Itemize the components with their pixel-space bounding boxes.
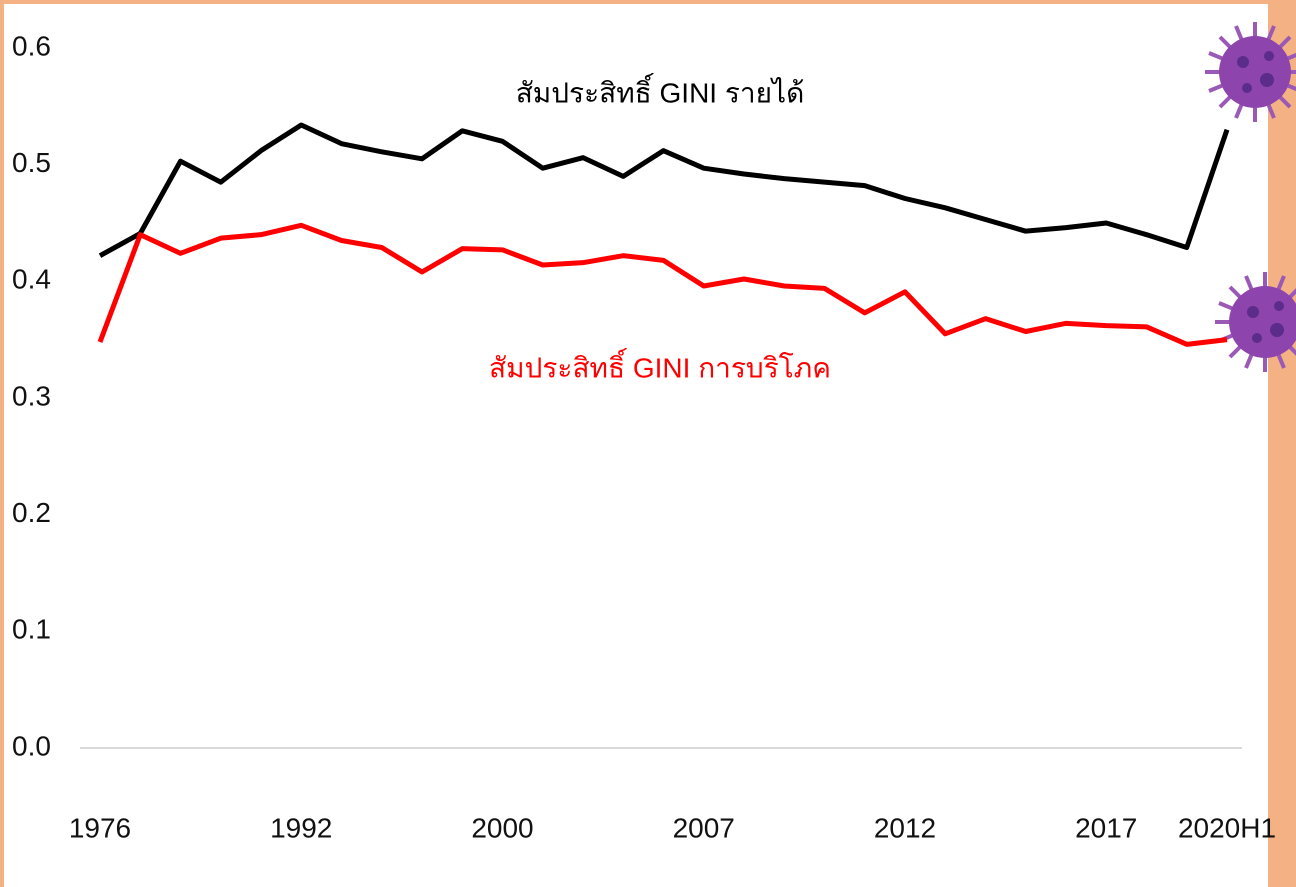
x-tick-label: 2000 bbox=[471, 812, 533, 843]
x-tick-label: 1992 bbox=[270, 812, 332, 843]
y-tick-label: 0.4 bbox=[12, 264, 51, 295]
y-tick-label: 0.5 bbox=[12, 147, 51, 178]
line-series bbox=[97, 222, 1228, 347]
line-series bbox=[98, 122, 1230, 258]
x-tick-label: 1976 bbox=[69, 812, 131, 843]
y-tick-label: 0.6 bbox=[12, 30, 51, 61]
y-tick-label: 0.2 bbox=[12, 497, 51, 528]
series-label: สัมประสิทธิ์ GINI การบริโภค bbox=[489, 347, 831, 383]
y-tick-label: 0.3 bbox=[12, 380, 51, 411]
x-tick-label: 2020H1 bbox=[1178, 812, 1276, 843]
plot-background bbox=[4, 4, 1268, 887]
x-tick-label: 2012 bbox=[874, 812, 936, 843]
series-label: สัมประสิทธิ์ GINI รายได้ bbox=[516, 72, 805, 108]
x-tick-label: 2017 bbox=[1075, 812, 1137, 843]
x-tick-label: 2007 bbox=[673, 812, 735, 843]
y-tick-label: 0.0 bbox=[12, 730, 51, 761]
y-tick-label: 0.1 bbox=[12, 614, 51, 645]
virus-icon bbox=[1205, 22, 1296, 122]
